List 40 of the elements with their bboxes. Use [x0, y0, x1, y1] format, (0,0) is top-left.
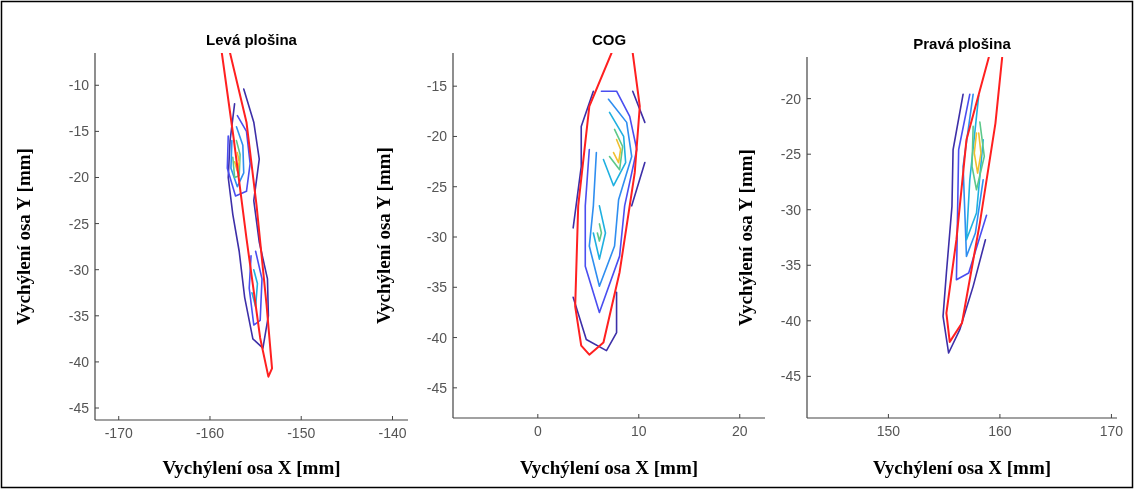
- y-axis-title: Vychýlení osa Y [mm]: [13, 148, 34, 325]
- y-tick-label: -20: [780, 90, 802, 107]
- y-tick-label: -15: [426, 78, 448, 95]
- x-tick-label: 170: [1099, 423, 1124, 439]
- y-tick-label: -25: [426, 178, 448, 195]
- chart-title: Pravá plošina: [913, 35, 1012, 52]
- y-tick-label: -35: [68, 307, 90, 324]
- y-tick-label: -45: [780, 368, 802, 385]
- x-tick-label: -150: [287, 425, 316, 441]
- y-tick-label: -15: [68, 123, 90, 140]
- y-tick-label: -25: [780, 146, 802, 163]
- x-tick-label: 0: [533, 423, 542, 439]
- x-axis-title: Vychýlení osa X [mm]: [519, 457, 699, 478]
- x-tick-label: 20: [731, 423, 748, 439]
- x-axis-title: Vychýlení osa X [mm]: [872, 457, 1052, 478]
- x-tick-label: 10: [631, 423, 647, 439]
- y-axis-title: Vychýlení osa Y [mm]: [373, 147, 394, 324]
- y-tick-label: -40: [426, 329, 448, 346]
- y-tick-label: -30: [780, 201, 802, 218]
- y-tick-label: -45: [426, 379, 448, 396]
- y-tick-label: -45: [68, 400, 90, 417]
- y-tick-label: -30: [68, 261, 90, 278]
- chart-title: COG: [591, 31, 627, 48]
- y-tick-label: -35: [426, 279, 448, 296]
- y-tick-label: -30: [426, 229, 448, 246]
- x-tick-label: 150: [876, 423, 901, 439]
- y-axis-title: Vychýlení osa Y [mm]: [735, 149, 756, 326]
- y-tick-label: -25: [68, 215, 90, 232]
- y-tick-label: -20: [426, 128, 448, 145]
- y-tick-label: -20: [68, 169, 90, 186]
- y-tick-label: -40: [68, 353, 90, 370]
- y-tick-label: -35: [780, 257, 802, 274]
- y-tick-label: -40: [780, 312, 802, 329]
- x-tick-label: 160: [988, 423, 1012, 439]
- chart-title: Levá plošina: [206, 31, 298, 48]
- x-tick-label: -170: [104, 425, 133, 441]
- y-tick-label: -10: [68, 77, 90, 94]
- x-tick-label: -140: [378, 425, 407, 441]
- x-tick-label: -160: [195, 425, 225, 441]
- x-axis-title: Vychýlení osa X [mm]: [162, 457, 341, 478]
